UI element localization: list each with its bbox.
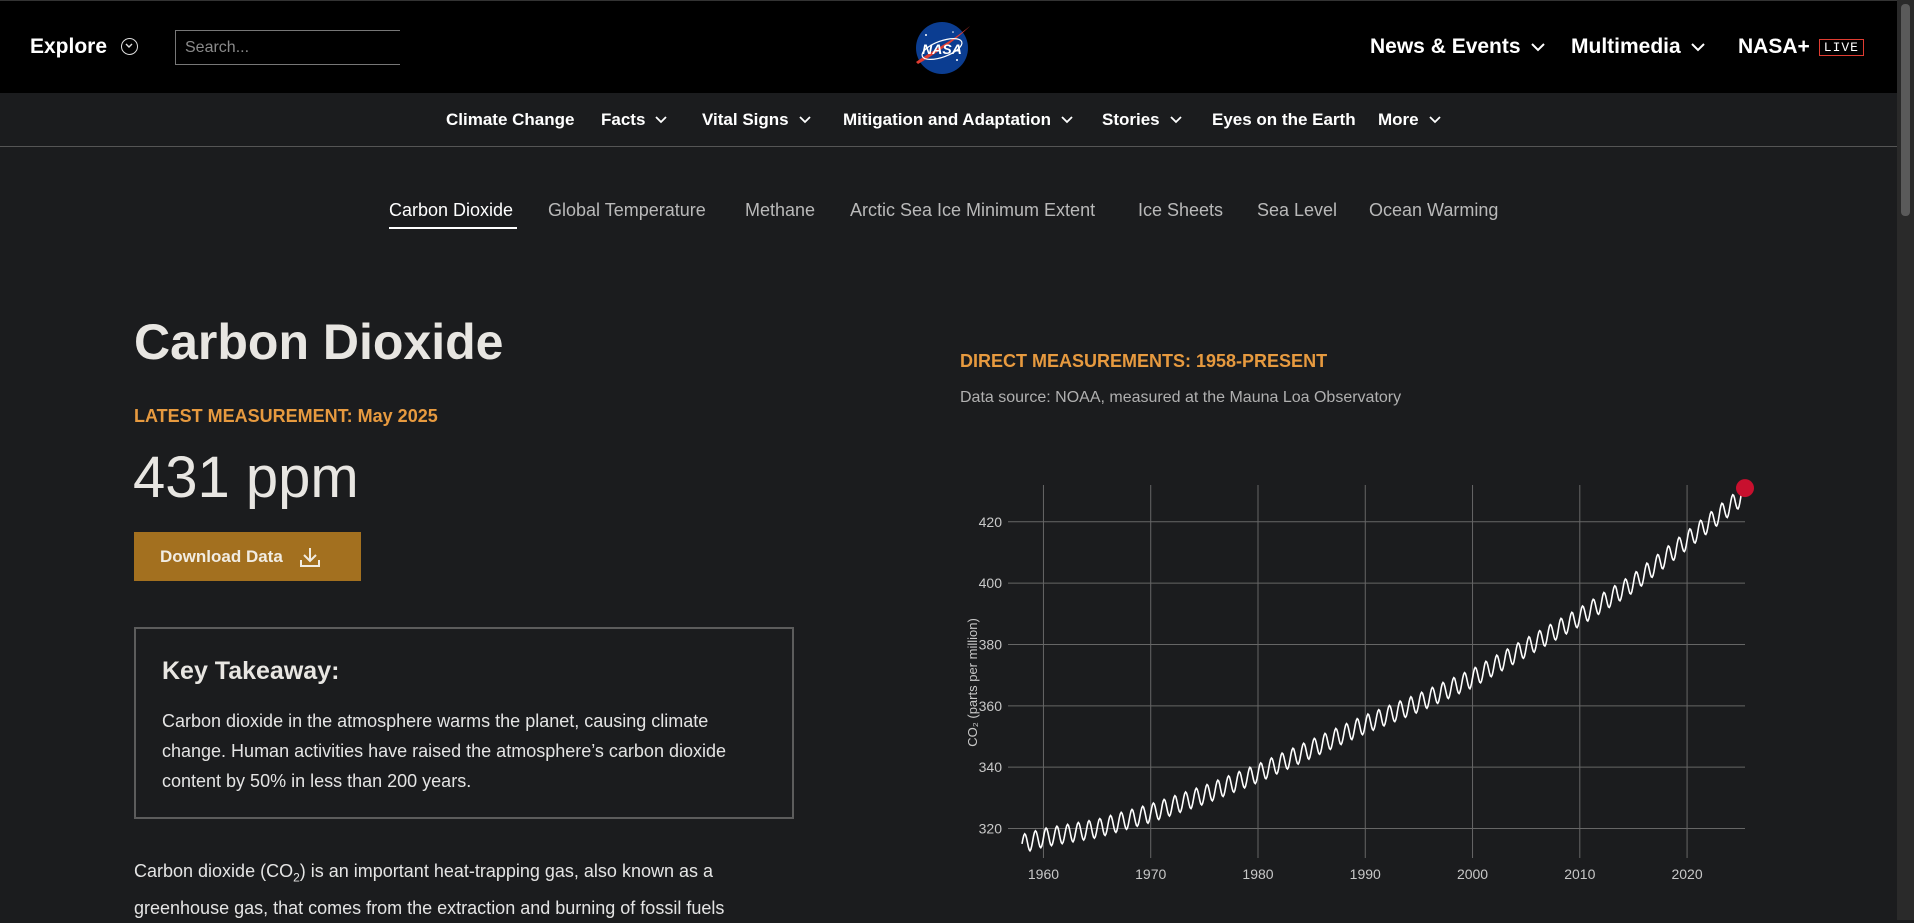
y-tick-label: 320 xyxy=(979,821,1003,837)
latest-point-marker xyxy=(1736,479,1754,498)
x-tick-label: 1990 xyxy=(1350,866,1381,882)
chevron-down-icon xyxy=(1690,42,1705,51)
search-input[interactable] xyxy=(175,30,400,65)
subnav-vital-signs[interactable]: Vital Signs xyxy=(702,110,811,130)
secondary-nav: Climate Change Facts Vital Signs Mitigat… xyxy=(0,93,1897,147)
scrollbar-thumb[interactable] xyxy=(1901,4,1910,216)
para-text-start: Carbon dioxide (CO xyxy=(134,861,294,881)
subnav-label: Facts xyxy=(601,110,646,129)
subnav-label: More xyxy=(1378,110,1419,129)
subnav-label: Mitigation and Adaptation xyxy=(843,110,1052,129)
x-tick-label: 1980 xyxy=(1242,866,1273,882)
tab-methane[interactable]: Methane xyxy=(745,200,816,220)
download-label: Download Data xyxy=(160,546,283,566)
download-data-button[interactable]: Download Data xyxy=(134,532,361,581)
nav-label: NASA+ xyxy=(1738,35,1810,58)
svg-text:NASA: NASA xyxy=(922,41,962,57)
nav-nasa-plus[interactable]: NASA+ LIVE xyxy=(1738,35,1864,59)
chevron-down-icon[interactable] xyxy=(121,38,138,55)
subnav-climate-change[interactable]: Climate Change xyxy=(446,110,574,130)
tab-ocean-warming[interactable]: Ocean Warming xyxy=(1369,200,1499,220)
subnav-more[interactable]: More xyxy=(1378,110,1441,130)
nav-label: Multimedia xyxy=(1571,35,1681,58)
co2-chart: 1960 1970 1980 1990 2000 2010 2020 320 340 360 380… xyxy=(965,479,1754,882)
chevron-down-icon xyxy=(655,116,668,124)
y-axis-label: CO₂ (parts per million) xyxy=(965,618,980,747)
tab-arctic-sea-ice[interactable]: Arctic Sea Ice Minimum Extent xyxy=(850,200,1096,220)
y-tick-label: 400 xyxy=(979,575,1003,591)
subnav-label: Vital Signs xyxy=(702,110,789,129)
intro-paragraph: Carbon dioxide (CO2) is an important hea… xyxy=(134,856,774,923)
y-tick-label: 340 xyxy=(979,759,1003,775)
latest-value: 431 ppm xyxy=(133,445,359,510)
subnav-mitigation[interactable]: Mitigation and Adaptation xyxy=(843,110,1073,130)
x-tick-label: 1960 xyxy=(1028,866,1059,882)
co2-series-line xyxy=(1021,485,1745,853)
x-tick-label: 2020 xyxy=(1671,866,1702,882)
key-takeaway-box: Key Takeaway: Carbon dioxide in the atmo… xyxy=(134,627,794,819)
download-icon xyxy=(299,547,320,567)
chart-title: DIRECT MEASUREMENTS: 1958-PRESENT xyxy=(960,351,1328,371)
chevron-down-icon xyxy=(798,116,811,124)
x-tick-label: 1970 xyxy=(1135,866,1166,882)
x-tick-label: 2010 xyxy=(1564,866,1595,882)
top-header: Explore NASA News & Events Multimedia NA… xyxy=(0,0,1897,94)
subnav-label: Climate Change xyxy=(446,110,575,129)
tab-carbon-dioxide[interactable]: Carbon Dioxide xyxy=(389,200,514,220)
scrollbar[interactable] xyxy=(1897,0,1914,920)
tab-sea-level[interactable]: Sea Level xyxy=(1257,200,1338,220)
y-tick-label: 360 xyxy=(979,698,1003,714)
nav-news-events[interactable]: News & Events xyxy=(1370,35,1545,59)
page-title: Carbon Dioxide xyxy=(134,314,504,370)
subnav-stories[interactable]: Stories xyxy=(1102,110,1182,130)
chevron-down-icon xyxy=(1170,116,1182,124)
y-tick-label: 380 xyxy=(979,636,1003,652)
tab-global-temperature[interactable]: Global Temperature xyxy=(548,200,706,220)
subnav-label: Stories xyxy=(1102,110,1160,129)
explore-menu[interactable]: Explore xyxy=(30,35,108,58)
chevron-down-icon xyxy=(1530,42,1545,51)
nav-label: News & Events xyxy=(1370,35,1521,58)
active-tab-indicator xyxy=(389,227,517,229)
chart-source: Data source: NOAA, measured at the Mauna… xyxy=(960,389,1402,406)
subnav-label: Eyes on the Earth xyxy=(1212,110,1356,129)
takeaway-title: Key Takeaway: xyxy=(162,657,340,685)
para-subscript: 2 xyxy=(293,870,300,885)
takeaway-body: Carbon dioxide in the atmosphere warms t… xyxy=(162,711,726,791)
latest-measurement-label: LATEST MEASUREMENT: May 2025 xyxy=(134,406,438,426)
chevron-down-icon xyxy=(1061,116,1073,124)
x-tick-label: 2000 xyxy=(1457,866,1488,882)
subnav-facts[interactable]: Facts xyxy=(601,110,668,130)
live-badge: LIVE xyxy=(1818,38,1864,56)
tab-ice-sheets[interactable]: Ice Sheets xyxy=(1138,200,1224,220)
y-tick-label: 420 xyxy=(979,514,1003,530)
subnav-eyes-on-earth[interactable]: Eyes on the Earth xyxy=(1212,110,1356,130)
nav-multimedia[interactable]: Multimedia xyxy=(1571,35,1705,59)
para-text-end: ) is an important heat-trapping gas, als… xyxy=(134,861,725,918)
nasa-logo[interactable]: NASA xyxy=(913,20,971,76)
chevron-down-icon xyxy=(1428,116,1441,124)
